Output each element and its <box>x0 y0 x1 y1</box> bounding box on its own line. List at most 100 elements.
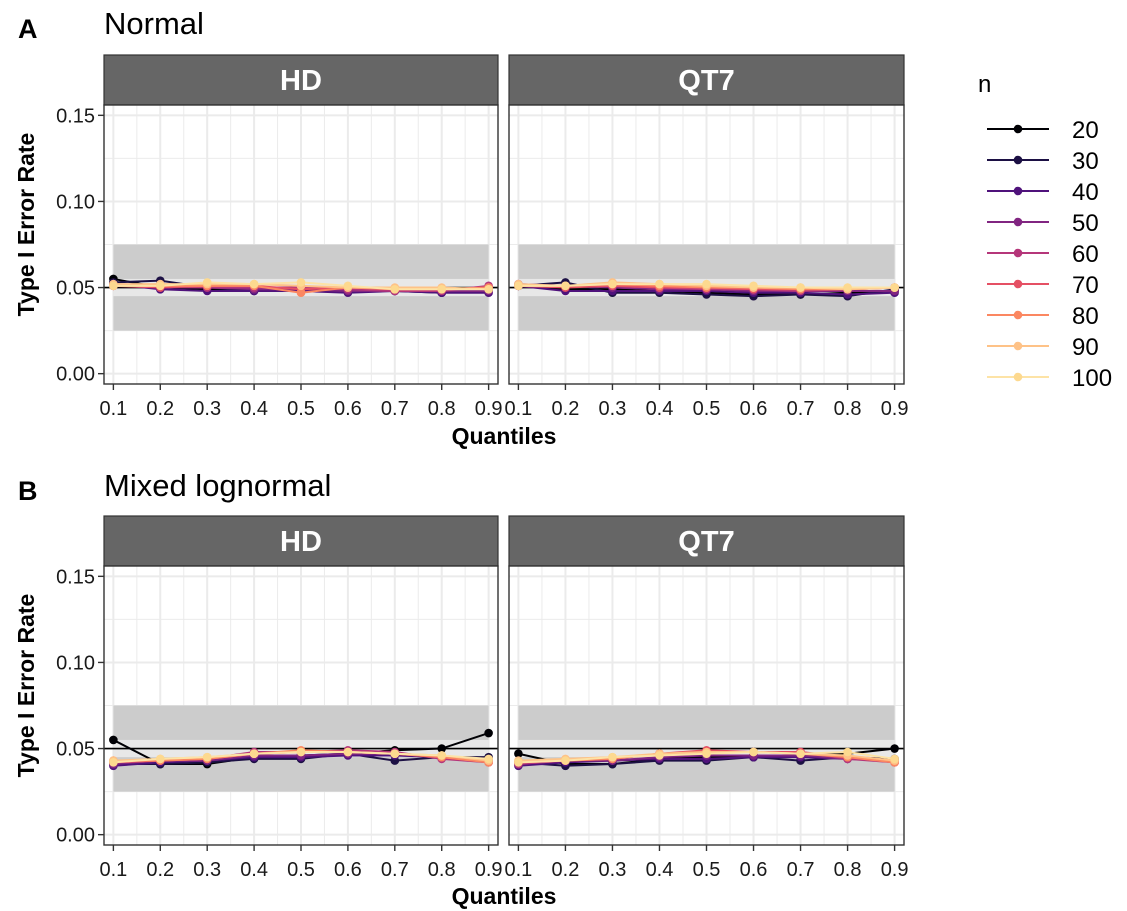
facet-hd: HD 0.1 0.2 0.3 0.4 0.5 0.6 0.7 0.8 0.9 0.00 0.05 0.1… <box>56 515 503 881</box>
data-point <box>296 747 306 757</box>
data-point <box>890 744 899 753</box>
y-axis-title: Type I Error Rate <box>13 594 39 778</box>
legend-title: n <box>978 71 991 98</box>
x-tick-label: 0.7 <box>787 859 815 881</box>
legend: n 20 30 40 50 60 70 80 90 100 <box>978 71 1112 392</box>
series-n-100 <box>514 279 899 292</box>
data-point <box>702 279 711 289</box>
data-point <box>608 752 617 762</box>
x-axis-title: Quantiles <box>452 883 557 909</box>
x-tick-label: 0.7 <box>381 859 409 881</box>
legend-item-n-20: 20 <box>987 117 1099 144</box>
x-tick-label: 0.3 <box>193 859 221 881</box>
x-tick-label: 0.4 <box>240 398 268 420</box>
x-tick-label: 0.1 <box>504 398 532 420</box>
data-point <box>514 758 523 767</box>
panel-letter: B <box>18 476 38 506</box>
data-point <box>249 279 259 289</box>
facet-hd: HD 0.1 0.2 0.3 0.4 0.5 0.6 0.7 0.8 0.9 0.00 0.05 0.1… <box>56 54 503 420</box>
legend-key-point <box>1013 155 1023 165</box>
x-tick-label: 0.5 <box>693 398 721 420</box>
legend-item-n-60: 60 <box>987 241 1099 268</box>
y-tick-label: 0.05 <box>56 739 95 761</box>
data-point <box>202 752 212 762</box>
legend-item-n-70: 70 <box>987 272 1099 299</box>
x-tick-label: 0.2 <box>146 859 174 881</box>
legend-item-n-100: 100 <box>987 365 1112 392</box>
x-tick-label: 0.5 <box>693 859 721 881</box>
data-point <box>343 281 353 291</box>
legend-key-point <box>1013 186 1023 196</box>
series-n-100 <box>514 747 899 767</box>
y-tick-label: 0.10 <box>56 652 95 674</box>
x-axis-title: Quantiles <box>452 423 557 449</box>
legend-key-point <box>1013 217 1023 227</box>
y-tick-label: 0.05 <box>56 278 95 300</box>
legend-item-n-90: 90 <box>987 334 1099 361</box>
legend-key-point <box>1013 124 1023 134</box>
data-point <box>202 278 212 287</box>
x-tick-label: 0.5 <box>287 398 315 420</box>
data-point <box>390 284 400 294</box>
x-tick-label: 0.3 <box>193 398 221 420</box>
data-point <box>155 281 165 291</box>
legend-label: 30 <box>1072 148 1099 175</box>
x-tick-label: 0.7 <box>787 398 815 420</box>
data-point <box>109 758 118 767</box>
data-point <box>484 754 493 764</box>
data-point <box>437 744 447 753</box>
data-point <box>109 281 118 291</box>
y-tick-label: 0.10 <box>56 191 95 213</box>
plot-layer: A Normal HD 0.1 0.2 0.3 0.4 0.5 0.6 0.7 0.8 0.9 0.00… <box>13 6 909 909</box>
data-point <box>296 288 306 298</box>
data-point <box>514 281 523 291</box>
x-tick-label: 0.1 <box>99 859 127 881</box>
facet-qt7: QT7 0.1 0.2 0.3 0.4 0.5 0.6 0.7 0.8 0.9 <box>504 54 909 420</box>
facet-label: HD <box>280 526 322 558</box>
x-tick-label: 0.8 <box>428 859 456 881</box>
facet-qt7: QT7 0.1 0.2 0.3 0.4 0.5 0.6 0.7 0.8 0.9 <box>504 515 909 881</box>
data-point <box>608 279 617 289</box>
legend-item-n-50: 50 <box>987 210 1099 237</box>
y-tick-label: 0.15 <box>56 105 95 127</box>
legend-label: 20 <box>1072 117 1099 144</box>
x-tick-label: 0.8 <box>834 859 862 881</box>
data-point <box>249 749 259 759</box>
x-tick-label: 0.8 <box>428 398 456 420</box>
data-point <box>796 283 805 292</box>
data-point <box>843 747 852 757</box>
y-tick-label: 0.00 <box>56 825 95 847</box>
panel-A: A Normal HD 0.1 0.2 0.3 0.4 0.5 0.6 0.7 0.8 0.9 0.00… <box>13 6 909 449</box>
x-tick-label: 0.9 <box>881 859 909 881</box>
legend-label: 40 <box>1072 179 1099 206</box>
x-tick-label: 0.9 <box>881 398 909 420</box>
legend-item-n-80: 80 <box>987 303 1099 330</box>
data-point <box>296 278 306 287</box>
x-tick-label: 0.6 <box>334 398 362 420</box>
facet-strip <box>508 515 905 567</box>
legend-key-point <box>1013 372 1023 382</box>
legend-label: 60 <box>1072 241 1099 268</box>
series-n-100 <box>109 278 493 294</box>
legend-key-point <box>1013 341 1023 351</box>
x-tick-label: 0.6 <box>740 398 768 420</box>
data-point <box>437 751 447 760</box>
x-tick-label: 0.2 <box>146 398 174 420</box>
facet-strip <box>103 54 499 106</box>
data-point <box>561 281 570 291</box>
legend-label: 70 <box>1072 272 1099 299</box>
x-tick-label: 0.9 <box>475 398 503 420</box>
x-tick-label: 0.6 <box>334 859 362 881</box>
x-tick-label: 0.9 <box>475 859 503 881</box>
legend-item-n-40: 40 <box>987 179 1099 206</box>
data-point <box>484 284 493 294</box>
panel-title: Normal <box>104 6 204 41</box>
x-tick-label: 0.8 <box>834 398 862 420</box>
panel-title: Mixed lognormal <box>104 468 331 503</box>
y-axis-title: Type I Error Rate <box>13 133 39 317</box>
x-tick-label: 0.3 <box>599 859 627 881</box>
x-tick-label: 0.6 <box>740 859 768 881</box>
panel-B: B Mixed lognormal HD 0.1 0.2 0.3 0.4 0.5 0.6 0.7 0… <box>13 468 909 909</box>
x-tick-label: 0.4 <box>646 859 674 881</box>
x-tick-label: 0.7 <box>381 398 409 420</box>
